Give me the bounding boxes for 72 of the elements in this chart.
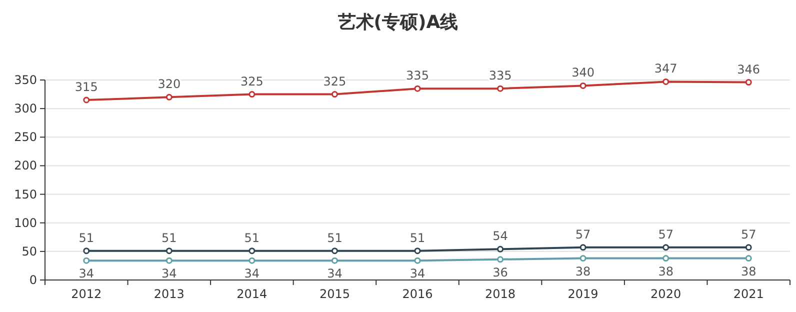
point <box>745 79 752 86</box>
point <box>83 96 90 104</box>
point <box>580 255 586 262</box>
y-tick-label: 250 <box>14 130 37 144</box>
data-label: 38 <box>740 264 756 278</box>
data-label: 346 <box>737 62 760 76</box>
chart-title: 艺术(专硕)A线 <box>336 12 458 33</box>
data-label: 51 <box>78 230 94 245</box>
y-tick-label: 50 <box>22 244 37 258</box>
data-label: 38 <box>658 264 674 278</box>
point <box>745 255 752 262</box>
y-tick-label: 100 <box>14 216 37 230</box>
point <box>166 257 172 264</box>
point <box>248 257 256 264</box>
point <box>331 248 338 254</box>
x-tick-label: 2020 <box>650 287 682 301</box>
point <box>662 244 670 251</box>
y-tick-label: 150 <box>14 187 37 202</box>
data-label: 38 <box>575 264 591 278</box>
data-label: 325 <box>240 74 264 88</box>
data-label: 54 <box>492 229 508 244</box>
point <box>497 256 504 263</box>
y-tick-label: 300 <box>14 102 37 116</box>
point <box>166 248 172 254</box>
data-label: 51 <box>327 230 342 245</box>
point <box>248 248 256 254</box>
data-label: 51 <box>410 230 426 245</box>
point <box>662 78 670 85</box>
data-label: 34 <box>327 266 342 281</box>
point <box>497 85 504 92</box>
point <box>580 82 586 89</box>
point <box>83 257 90 264</box>
point <box>331 257 338 264</box>
x-tick-label: 2014 <box>236 287 268 301</box>
x-tick-label: 2015 <box>319 287 350 301</box>
data-label: 34 <box>410 266 426 281</box>
point <box>497 246 504 252</box>
data-label: 335 <box>406 68 429 83</box>
x-tick-label: 2012 <box>71 287 102 301</box>
point <box>248 91 256 98</box>
data-label: 36 <box>492 265 508 280</box>
point <box>745 244 752 251</box>
x-tick-label: 2021 <box>733 287 764 301</box>
data-label: 57 <box>740 227 756 242</box>
point <box>331 91 338 98</box>
data-label: 57 <box>658 227 674 242</box>
x-tick-label: 2016 <box>402 287 433 301</box>
point <box>166 94 172 100</box>
data-label: 340 <box>572 66 595 80</box>
point <box>414 248 421 254</box>
data-label: 51 <box>162 230 177 245</box>
data-label: 315 <box>74 80 98 94</box>
data-label: 320 <box>158 77 181 92</box>
data-label: 335 <box>488 68 512 83</box>
data-label: 51 <box>244 230 260 245</box>
data-label: 34 <box>78 266 94 281</box>
data-label: 347 <box>654 62 678 76</box>
y-tick-label: 200 <box>14 158 37 173</box>
point <box>662 255 670 262</box>
data-label: 34 <box>244 266 260 281</box>
data-label: 34 <box>162 266 177 281</box>
point <box>414 85 421 92</box>
y-tick-label: 350 <box>14 73 37 87</box>
point <box>414 257 421 264</box>
data-label: 325 <box>323 74 346 88</box>
data-label: 57 <box>575 227 591 242</box>
x-tick-label: 2019 <box>568 287 598 301</box>
x-tick-label: 2018 <box>485 287 516 301</box>
point <box>83 248 90 254</box>
y-tick-label: 0 <box>29 273 37 287</box>
x-tick-label: 2013 <box>154 287 184 301</box>
point <box>580 244 586 251</box>
